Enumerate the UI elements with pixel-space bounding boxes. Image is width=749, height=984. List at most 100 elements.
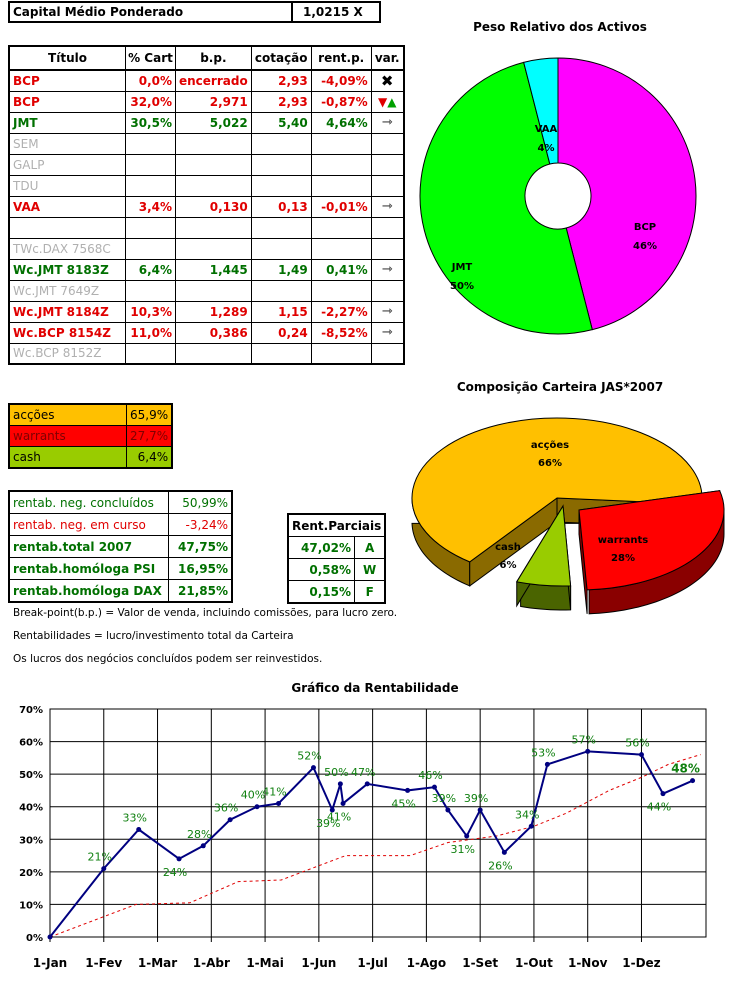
cell-cart (125, 216, 176, 239)
cell-cotacao (250, 237, 312, 260)
data-label: 34% (515, 808, 539, 821)
cell-titulo (8, 216, 126, 239)
data-point (101, 866, 107, 872)
composition-label: cash (8, 446, 127, 469)
returns-label: rentab.homóloga PSI (8, 557, 169, 580)
cell-rent: 0,41% (310, 258, 372, 281)
data-label: 50% (324, 766, 348, 779)
composition-label: warrants (8, 425, 127, 447)
data-label: 33% (122, 812, 146, 825)
partials-value: 47,02% (287, 536, 356, 559)
data-label: 39% (316, 817, 340, 830)
partials-value: 0,58% (287, 558, 356, 581)
cell-cotacao (250, 132, 312, 155)
x-tick-label: 1-Jun (301, 956, 336, 970)
data-label: 41% (327, 810, 351, 823)
cell-rent (310, 237, 372, 260)
cell-cotacao: 2,93 (250, 69, 312, 92)
data-label: 47% (351, 766, 375, 779)
cell-cart: 3,4% (125, 195, 176, 218)
cell-cotacao (250, 153, 312, 176)
cell-rent (310, 342, 372, 365)
partials-row: 47,02% A (287, 536, 386, 559)
cell-titulo: Wc.BCP 8154Z (8, 321, 126, 344)
returns-value: -3,24% (168, 513, 233, 536)
table-row: Wc.BCP 8154Z 11,0% 0,386 0,24 -8,52% ⇾ (8, 321, 405, 344)
partials-row: 0,58% W (287, 558, 386, 581)
cell-bp (175, 279, 252, 302)
x-tick-label: 1-Dez (622, 956, 660, 970)
cell-titulo: BCP (8, 90, 126, 113)
cell-titulo: TDU (8, 174, 126, 197)
cell-cotacao: 1,15 (250, 300, 312, 323)
donut-label-vaa: VAA (535, 124, 558, 135)
table-row: Wc.JMT 8184Z 10,3% 1,289 1,15 -2,27% ⇾ (8, 300, 405, 323)
data-point (200, 843, 206, 849)
cell-bp (175, 174, 252, 197)
donut-slice-jmt (419, 61, 593, 335)
cell-cotacao (250, 216, 312, 239)
cell-cart (125, 174, 176, 197)
cell-bp (175, 132, 252, 155)
data-point (337, 781, 343, 787)
data-label: 44% (647, 801, 671, 814)
pie3d-pct-cash: 6% (500, 560, 517, 571)
x-tick-label: 1-Abr (193, 956, 230, 970)
cell-var: ✖ (370, 69, 405, 92)
data-label: 31% (450, 843, 474, 856)
data-point (464, 833, 470, 839)
cell-bp: 5,022 (175, 111, 252, 134)
cell-cotacao: 2,93 (250, 90, 312, 113)
pie3d-slice-cash (515, 504, 572, 611)
cell-cotacao: 1,49 (250, 258, 312, 281)
pie3d-slice-warrants (578, 490, 725, 615)
cell-titulo: TWc.DAX 7568C (8, 237, 126, 260)
table-row: Wc.JMT 8183Z 6,4% 1,445 1,49 0,41% ⇾ (8, 258, 405, 281)
donut-chart-title: Peso Relativo dos Activos (473, 20, 647, 34)
x-tick-label: 1-Set (462, 956, 498, 970)
cell-cart: 11,0% (125, 321, 176, 344)
capital-medio-value: 1,0215 X (303, 5, 363, 19)
col-cart: % Cart (125, 45, 176, 71)
y-tick-label: 50% (19, 770, 43, 781)
data-label: 26% (488, 859, 512, 872)
cell-var (370, 132, 405, 155)
donut-chart: BCP 46% JMT 50% VAA 4% (419, 57, 697, 335)
partials-letter: A (354, 536, 386, 559)
partials-value: 0,15% (287, 580, 356, 604)
col-titulo: Título (8, 45, 126, 71)
data-label: 45% (391, 797, 415, 810)
cell-rent (310, 216, 372, 239)
data-point (431, 784, 437, 790)
x-tick-label: 1-Mar (138, 956, 177, 970)
table-row: Wc.JMT 7649Z (8, 279, 405, 302)
pie3d-chart: acções 66% cash 6% warrants 28% (411, 417, 725, 615)
data-point (544, 761, 550, 767)
composition-value: 6,4% (126, 446, 173, 469)
composition-label: acções (8, 403, 127, 426)
x-tick-label: 1-Jul (357, 956, 387, 970)
data-point (405, 787, 411, 793)
x-tick-label: 1-Jan (33, 956, 67, 970)
partials-letter: W (354, 558, 386, 581)
returns-row: rentab. neg. em curso -3,24% (8, 513, 233, 536)
data-label: 36% (214, 802, 238, 815)
cell-cotacao: 0,24 (250, 321, 312, 344)
cell-var: ⇾ (370, 300, 405, 323)
cell-titulo: SEM (8, 132, 126, 155)
y-tick-label: 60% (19, 738, 43, 749)
pie3d-label-warrants: warrants (598, 535, 648, 546)
cell-cotacao (250, 174, 312, 197)
cell-titulo: GALP (8, 153, 126, 176)
pie3d-chart-title: Composição Carteira JAS*2007 (456, 380, 664, 394)
returns-row: rentab.homóloga PSI 16,95% (8, 557, 233, 580)
donut-pct-vaa: 4% (538, 143, 555, 154)
cell-var: ⇾ (370, 111, 405, 134)
data-label: 53% (531, 746, 555, 759)
data-label: 21% (88, 851, 112, 864)
partials-letter: F (354, 580, 386, 604)
x-tick-label: 1-Ago (407, 956, 446, 970)
cell-rent (310, 132, 372, 155)
partials-header-row: Rent.Parciais (287, 513, 386, 537)
cell-var: ⇾ (370, 258, 405, 281)
